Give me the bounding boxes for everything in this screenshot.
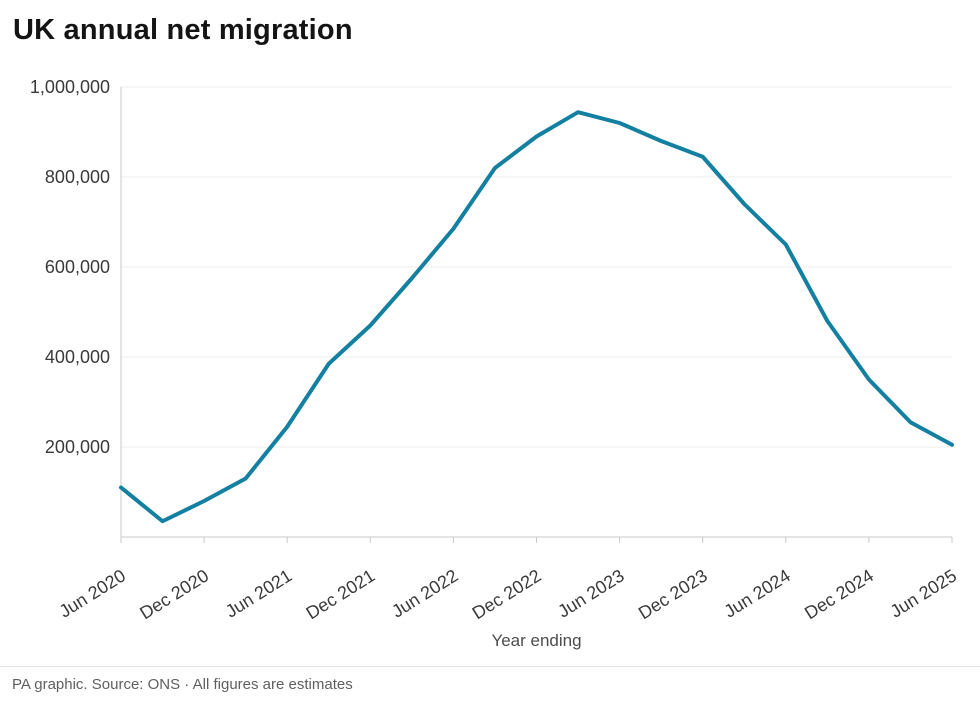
x-tick-label: Jun 2023 — [554, 565, 627, 621]
x-tick-label: Dec 2023 — [635, 565, 711, 623]
x-tick-label: Jun 2025 — [887, 565, 960, 621]
x-tick-label: Jun 2020 — [56, 565, 129, 621]
footer-note: PA graphic. Source: ONS · All figures ar… — [12, 676, 353, 693]
y-tick-label: 200,000 — [45, 437, 110, 457]
x-tick-label: Dec 2020 — [136, 565, 212, 623]
y-tick-label: 400,000 — [45, 347, 110, 367]
net-migration-line — [119, 110, 954, 524]
x-tick-label: Jun 2021 — [222, 565, 295, 621]
x-tick-label: Dec 2021 — [302, 565, 378, 623]
x-axis-title: Year ending — [491, 631, 582, 650]
x-tick-label: Jun 2024 — [720, 565, 793, 621]
x-tick-label: Jun 2022 — [388, 565, 461, 621]
footer-divider: PA graphic. Source: ONS · All figures ar… — [0, 666, 980, 693]
y-tick-label: 600,000 — [45, 257, 110, 277]
x-tick-label: Dec 2022 — [469, 565, 545, 623]
x-tick-label: Dec 2024 — [801, 565, 877, 623]
line-chart: 200,000 400,000 600,000 800,000 1,000,000 Jun… — [30, 77, 960, 623]
y-tick-label: 1,000,000 — [30, 77, 110, 97]
page-title: UK annual net migration — [13, 14, 353, 46]
y-tick-label: 800,000 — [45, 167, 110, 187]
